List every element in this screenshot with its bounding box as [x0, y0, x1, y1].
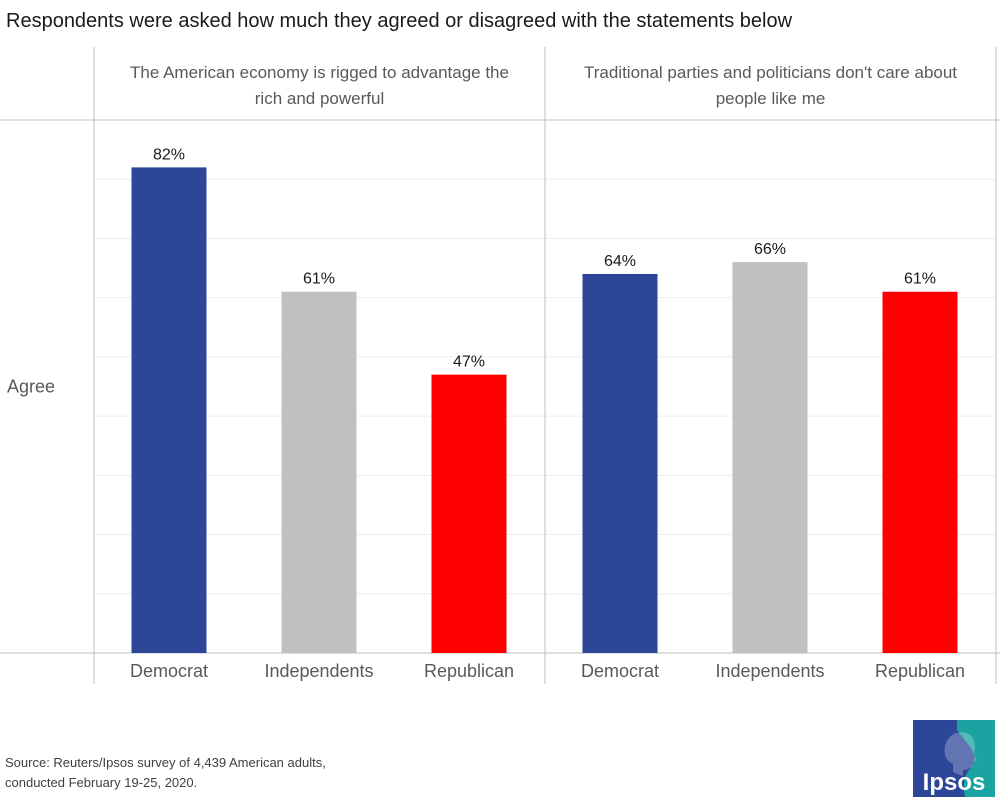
data-label: 66%: [754, 241, 786, 258]
ipsos-logo: Ipsos: [913, 720, 995, 797]
data-label: 61%: [904, 271, 936, 288]
source-line-1: Source: Reuters/Ipsos survey of 4,439 Am…: [5, 753, 326, 773]
panel-title-line: The American economy is rigged to advant…: [130, 63, 509, 82]
source-line-2: conducted February 19-25, 2020.: [5, 773, 326, 793]
panel-title-line: Traditional parties and politicians don'…: [584, 63, 957, 82]
bar-democrat: [132, 167, 207, 653]
x-tick-label: Democrat: [130, 661, 208, 681]
data-label: 82%: [153, 146, 185, 163]
source-note: Source: Reuters/Ipsos survey of 4,439 Am…: [5, 753, 326, 793]
x-tick-label: Democrat: [581, 661, 659, 681]
data-label: 64%: [604, 253, 636, 270]
panel-title-line: rich and powerful: [255, 89, 384, 108]
bar-republican: [432, 375, 507, 653]
bar-republican: [883, 292, 958, 653]
data-label: 47%: [453, 354, 485, 371]
panel-title-line: people like me: [716, 89, 826, 108]
logo-text: Ipsos: [923, 769, 986, 796]
row-label: Agree: [7, 377, 55, 397]
data-label: 61%: [303, 271, 335, 288]
x-tick-label: Republican: [875, 661, 965, 681]
x-tick-label: Republican: [424, 661, 514, 681]
bar-independents: [733, 262, 808, 653]
bar-independents: [282, 292, 357, 653]
bar-democrat: [583, 274, 658, 653]
x-tick-label: Independents: [264, 661, 373, 681]
chart-area: Agree The American economy is rigged to a…: [0, 0, 1000, 700]
x-tick-label: Independents: [715, 661, 824, 681]
